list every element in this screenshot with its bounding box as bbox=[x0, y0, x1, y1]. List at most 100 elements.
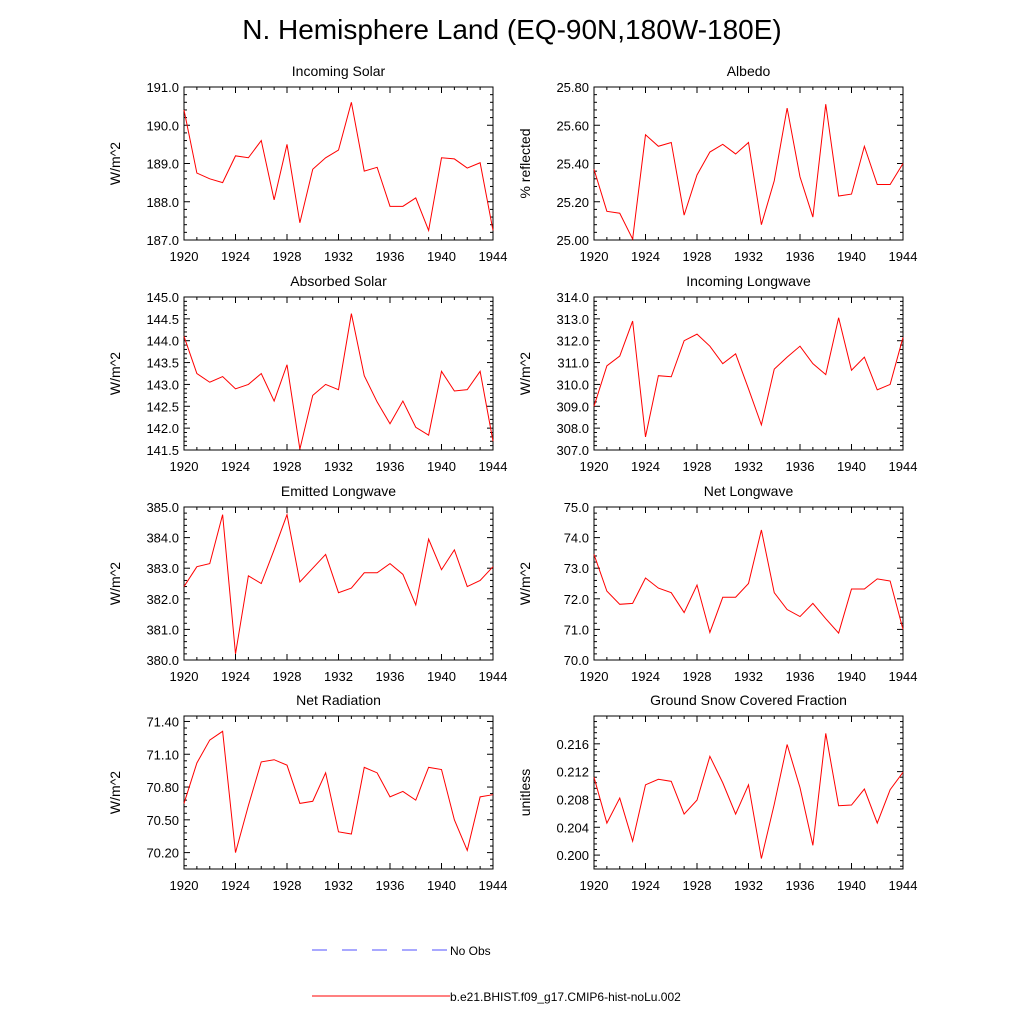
chart-title: Ground Snow Covered Fraction bbox=[650, 692, 847, 708]
y-tick-label: 0.212 bbox=[556, 765, 589, 780]
x-tick-label: 1924 bbox=[221, 669, 250, 684]
x-tick-label: 1932 bbox=[734, 878, 763, 893]
x-tick-label: 1944 bbox=[479, 249, 508, 264]
plot-frame bbox=[593, 86, 904, 241]
y-tick-label: 189.0 bbox=[146, 157, 179, 172]
chart-title: Albedo bbox=[727, 63, 771, 79]
y-tick-label: 141.5 bbox=[146, 443, 179, 458]
y-tick-label: 312.0 bbox=[556, 334, 589, 349]
series-line bbox=[593, 317, 904, 437]
y-tick-label: 75.0 bbox=[564, 500, 589, 515]
x-tick-label: 1928 bbox=[273, 249, 302, 264]
chart-panel: 1920 1924 1928 1932 1936 1940 1944 141.5 142.0 14… bbox=[107, 273, 507, 474]
x-tick-label: 1924 bbox=[221, 249, 250, 264]
y-tick-label: 0.208 bbox=[556, 792, 589, 807]
y-tick-label: 384.0 bbox=[146, 531, 179, 546]
x-tick-label: 1940 bbox=[427, 878, 456, 893]
x-tick-label: 1936 bbox=[376, 669, 405, 684]
x-tick-label: 1920 bbox=[580, 669, 609, 684]
plot-frame bbox=[183, 296, 494, 451]
x-tick-label: 1932 bbox=[734, 669, 763, 684]
y-tick-label: 190.0 bbox=[146, 118, 179, 133]
x-tick-label: 1920 bbox=[170, 249, 199, 264]
x-tick-label: 1928 bbox=[273, 878, 302, 893]
x-tick-label: 1936 bbox=[786, 249, 815, 264]
y-tick-label: 311.0 bbox=[557, 356, 589, 371]
y-tick-label: 25.40 bbox=[556, 157, 589, 172]
series-line bbox=[183, 512, 494, 654]
x-tick-label: 1932 bbox=[734, 249, 763, 264]
chart-title: Net Longwave bbox=[704, 483, 794, 499]
x-tick-label: 1924 bbox=[631, 669, 660, 684]
plot-frame bbox=[183, 715, 494, 870]
y-tick-label: 71.10 bbox=[146, 747, 179, 762]
plot-frame bbox=[183, 506, 494, 661]
y-tick-label: 380.0 bbox=[146, 653, 179, 668]
plot-frame bbox=[593, 715, 904, 870]
x-tick-label: 1944 bbox=[479, 669, 508, 684]
y-tick-label: 70.20 bbox=[146, 846, 179, 861]
y-tick-label: 314.0 bbox=[556, 290, 589, 305]
y-tick-label: 72.0 bbox=[564, 592, 589, 607]
x-tick-label: 1920 bbox=[170, 459, 199, 474]
series-line bbox=[593, 733, 904, 859]
y-axis-label: W/m^2 bbox=[107, 352, 123, 395]
y-tick-label: 308.0 bbox=[556, 421, 589, 436]
chart-title: Incoming Longwave bbox=[686, 273, 811, 289]
chart-panel: 1920 1924 1928 1932 1936 1940 1944 307.0 308.0 30… bbox=[517, 273, 917, 474]
x-tick-label: 1936 bbox=[786, 669, 815, 684]
series-line bbox=[593, 529, 904, 635]
y-axis-label: W/m^2 bbox=[107, 771, 123, 814]
x-tick-label: 1936 bbox=[376, 878, 405, 893]
y-tick-label: 0.204 bbox=[556, 820, 589, 835]
x-tick-label: 1924 bbox=[221, 878, 250, 893]
x-tick-label: 1920 bbox=[580, 459, 609, 474]
x-tick-label: 1944 bbox=[889, 249, 918, 264]
y-tick-label: 25.20 bbox=[556, 195, 589, 210]
chart-panel: 1920 1924 1928 1932 1936 1940 1944 187.0 188.0 18… bbox=[107, 63, 507, 264]
x-tick-label: 1944 bbox=[889, 669, 918, 684]
x-tick-label: 1944 bbox=[889, 459, 918, 474]
x-tick-label: 1928 bbox=[683, 459, 712, 474]
x-tick-label: 1944 bbox=[479, 459, 508, 474]
x-tick-label: 1920 bbox=[580, 249, 609, 264]
y-tick-label: 382.0 bbox=[146, 592, 179, 607]
y-tick-label: 25.00 bbox=[556, 233, 589, 248]
y-tick-label: 142.0 bbox=[146, 421, 179, 436]
x-tick-label: 1924 bbox=[631, 878, 660, 893]
y-tick-label: 309.0 bbox=[556, 399, 589, 414]
y-tick-label: 73.0 bbox=[564, 561, 589, 576]
y-tick-label: 142.5 bbox=[146, 399, 179, 414]
chart-panel: 1920 1924 1928 1932 1936 1940 1944 380.0 381.0 38… bbox=[107, 483, 507, 684]
x-tick-label: 1932 bbox=[324, 669, 353, 684]
x-tick-label: 1920 bbox=[170, 878, 199, 893]
y-axis-label: W/m^2 bbox=[517, 352, 533, 395]
series-line bbox=[183, 313, 494, 450]
x-tick-label: 1940 bbox=[837, 249, 866, 264]
x-tick-label: 1944 bbox=[479, 878, 508, 893]
x-tick-label: 1944 bbox=[889, 878, 918, 893]
x-tick-label: 1940 bbox=[427, 459, 456, 474]
y-tick-label: 25.60 bbox=[556, 118, 589, 133]
x-tick-label: 1940 bbox=[427, 669, 456, 684]
x-tick-label: 1940 bbox=[837, 669, 866, 684]
x-tick-label: 1936 bbox=[376, 459, 405, 474]
figure-title: N. Hemisphere Land (EQ-90N,180W-180E) bbox=[242, 14, 782, 45]
series-line bbox=[593, 104, 904, 241]
y-tick-label: 70.0 bbox=[564, 653, 589, 668]
y-tick-label: 313.0 bbox=[556, 312, 589, 327]
y-axis-label: W/m^2 bbox=[107, 142, 123, 185]
x-tick-label: 1928 bbox=[683, 249, 712, 264]
x-tick-label: 1924 bbox=[221, 459, 250, 474]
x-tick-label: 1932 bbox=[324, 249, 353, 264]
chart-panel: 1920 1924 1928 1932 1936 1940 1944 70.0 71.0 72.0… bbox=[517, 483, 917, 684]
y-tick-label: 74.0 bbox=[564, 531, 589, 546]
chart-panel: 1920 1924 1928 1932 1936 1940 1944 0.200 0.204 0.… bbox=[517, 692, 917, 893]
series-line bbox=[183, 102, 494, 233]
plot-frame bbox=[593, 296, 904, 451]
x-tick-label: 1940 bbox=[837, 459, 866, 474]
y-tick-label: 144.0 bbox=[146, 334, 179, 349]
x-tick-label: 1940 bbox=[427, 249, 456, 264]
y-tick-label: 191.0 bbox=[146, 80, 179, 95]
